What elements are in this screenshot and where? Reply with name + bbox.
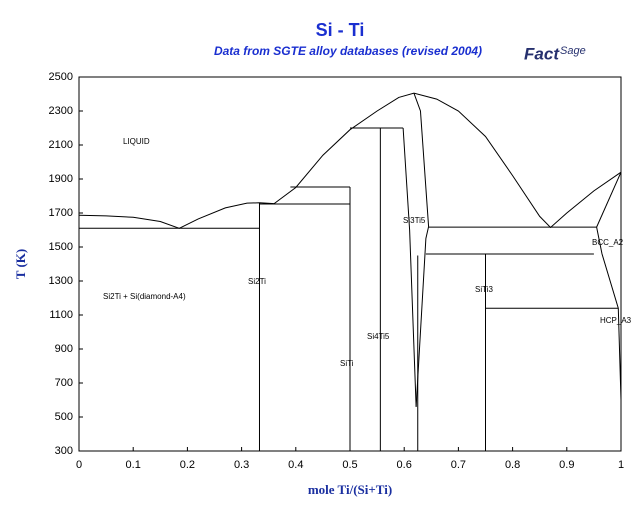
x-tick-label: 0.2	[180, 459, 195, 471]
y-tick-label: 500	[55, 411, 73, 423]
chart-title: Si - Ti	[316, 20, 365, 40]
region-label: Si2Ti + Si(diamond-A4)	[103, 292, 186, 301]
x-tick-label: 0.4	[288, 459, 303, 471]
x-tick-label: 0.8	[505, 459, 520, 471]
x-tick-label: 0.6	[397, 459, 412, 471]
region-label: Si3Ti5	[403, 216, 426, 225]
x-tick-label: 0.3	[234, 459, 249, 471]
y-tick-label: 1100	[49, 309, 73, 321]
phase-boundary	[596, 171, 622, 228]
phase-boundary	[402, 127, 417, 407]
x-tick-label: 0	[76, 459, 82, 471]
region-label: HCP_A3	[600, 316, 632, 325]
y-tick-label: 1500	[49, 241, 73, 253]
y-axis-label: T (K)	[13, 249, 28, 279]
x-tick-label: 0.7	[451, 459, 466, 471]
y-tick-label: 300	[55, 445, 73, 457]
y-tick-label: 700	[55, 377, 73, 389]
region-label: BCC_A2	[592, 238, 624, 247]
logo-main: Fact	[524, 44, 560, 63]
chart-subtitle: Data from SGTE alloy databases (revised …	[214, 44, 482, 58]
phase-boundary	[413, 92, 430, 407]
region-label: Si2Ti	[248, 277, 266, 286]
region-label: LIQUID	[123, 137, 150, 146]
phase-boundary	[596, 227, 622, 401]
y-tick-label: 1300	[49, 275, 73, 287]
y-tick-label: 1700	[49, 207, 73, 219]
x-tick-label: 0.5	[342, 459, 357, 471]
x-axis-label: mole Ti/(Si+Ti)	[308, 482, 392, 497]
logo-sup: Sage	[560, 45, 586, 57]
x-tick-label: 0.9	[559, 459, 574, 471]
x-tick-label: 1	[618, 459, 624, 471]
y-tick-label: 1900	[49, 173, 73, 185]
y-tick-label: 900	[55, 343, 73, 355]
y-tick-label: 2300	[49, 105, 73, 117]
y-tick-label: 2100	[49, 139, 73, 151]
region-label: SiTi	[340, 359, 354, 368]
y-tick-label: 2500	[49, 71, 73, 83]
x-tick-label: 0.1	[126, 459, 141, 471]
region-label: SiTi3	[475, 285, 493, 294]
region-label: Si4Ti5	[367, 332, 390, 341]
